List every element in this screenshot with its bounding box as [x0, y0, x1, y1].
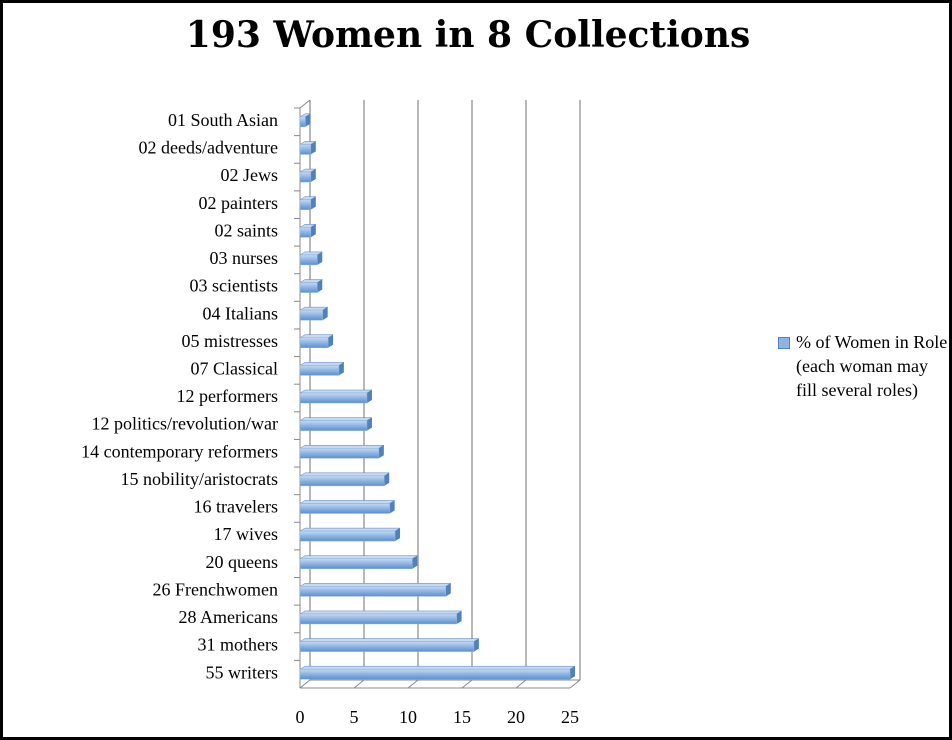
bar — [299, 558, 413, 569]
bar-side — [384, 472, 390, 486]
bar — [299, 171, 312, 183]
bar-side — [456, 610, 462, 624]
bar-side — [389, 500, 395, 514]
bar-top — [299, 417, 373, 421]
bar — [299, 144, 312, 155]
y-tick-label: 01 South Asian — [168, 110, 278, 130]
y-tick-label: 02 Jews — [221, 165, 279, 185]
bar-top — [299, 444, 385, 449]
y-tick-label: 28 Americans — [179, 607, 278, 627]
bar — [299, 227, 312, 238]
bar-side — [328, 334, 334, 348]
legend-label: % of Women in Role (each woman may fill … — [796, 332, 948, 400]
y-tick-label: 31 mothers — [198, 635, 279, 655]
x-tick-label: 25 — [561, 707, 579, 727]
wall-edge — [299, 99, 311, 109]
bar — [299, 337, 329, 349]
bar-top — [299, 638, 480, 642]
bar-side — [378, 445, 384, 459]
y-tick-label: 02 deeds/adventure — [139, 138, 278, 158]
y-tick-label: 03 nurses — [210, 248, 279, 268]
y-tick-label: 12 performers — [177, 386, 278, 406]
grid-floor-line — [299, 679, 311, 689]
legend: % of Women in Role (each woman may fill … — [778, 330, 948, 402]
y-tick-label: 26 Frenchwomen — [153, 579, 278, 599]
chart-title: 193 Women in 8 Collections — [186, 14, 750, 56]
grid-floor-line — [407, 679, 419, 689]
bar-side — [317, 279, 323, 293]
y-tick-label: 12 politics/revolution/war — [92, 414, 278, 434]
y-tick-label: 03 scientists — [190, 276, 279, 296]
x-tick-label: 10 — [399, 707, 417, 727]
bar-side — [366, 390, 372, 403]
x-tick-label: 15 — [453, 707, 471, 727]
x-tick-label: 5 — [350, 707, 359, 727]
y-tick-label: 04 Italians — [203, 303, 278, 323]
bar — [299, 392, 368, 404]
bar — [299, 282, 318, 293]
bar-top — [299, 362, 345, 366]
bar-top — [299, 583, 452, 587]
grid-floor-line — [461, 679, 473, 689]
y-tick-label: 17 wives — [214, 524, 279, 544]
bar — [299, 254, 318, 266]
x-tick-label: 20 — [507, 707, 525, 727]
bar-top — [299, 500, 396, 504]
bar-side — [305, 113, 311, 127]
bar — [299, 668, 571, 680]
grid-floor-line — [569, 679, 581, 689]
bar-side — [310, 196, 316, 210]
y-tick-label: 20 queens — [206, 552, 278, 572]
bar-side — [570, 666, 575, 680]
bar-side — [473, 638, 479, 652]
y-tick-label: 05 mistresses — [182, 331, 279, 351]
grid-floor-line — [353, 679, 365, 689]
y-tick-label: 02 saints — [214, 220, 278, 240]
bar-side — [445, 583, 451, 597]
bar-side — [317, 251, 323, 265]
y-tick-label: 14 contemporary reformers — [81, 441, 278, 461]
bar-top — [299, 665, 576, 670]
bar — [299, 447, 380, 459]
bar — [299, 586, 447, 597]
bar-top — [299, 610, 463, 615]
bar-top — [299, 472, 391, 477]
bar-side — [322, 307, 328, 321]
bar — [299, 641, 475, 652]
bar — [299, 309, 323, 321]
legend-swatch — [778, 337, 790, 349]
bar — [299, 116, 306, 128]
y-tick-label: 16 travelers — [194, 497, 278, 517]
y-tick-label: 07 Classical — [191, 359, 279, 379]
bar — [299, 475, 385, 487]
bar — [299, 613, 457, 625]
bar-side — [310, 169, 316, 183]
grid-floor-line — [515, 679, 527, 689]
bar-side — [366, 417, 372, 431]
bar — [299, 420, 368, 431]
y-tick-label: 02 painters — [199, 193, 278, 213]
bar-side — [310, 224, 316, 238]
bar-side — [310, 141, 316, 155]
x-tick-label: 0 — [296, 707, 305, 727]
bar-top — [299, 527, 401, 532]
bar-side — [412, 555, 418, 569]
y-tick-label: 15 nobility/aristocrats — [121, 469, 278, 489]
bar — [299, 503, 390, 514]
bar-side — [395, 528, 401, 542]
bar-top — [299, 555, 419, 559]
bar — [299, 199, 312, 210]
bar-top — [299, 389, 373, 394]
bar-side — [338, 362, 344, 376]
bar-top — [299, 334, 334, 339]
y-tick-label: 55 writers — [206, 662, 278, 682]
bar — [299, 530, 396, 542]
bar — [299, 365, 340, 376]
